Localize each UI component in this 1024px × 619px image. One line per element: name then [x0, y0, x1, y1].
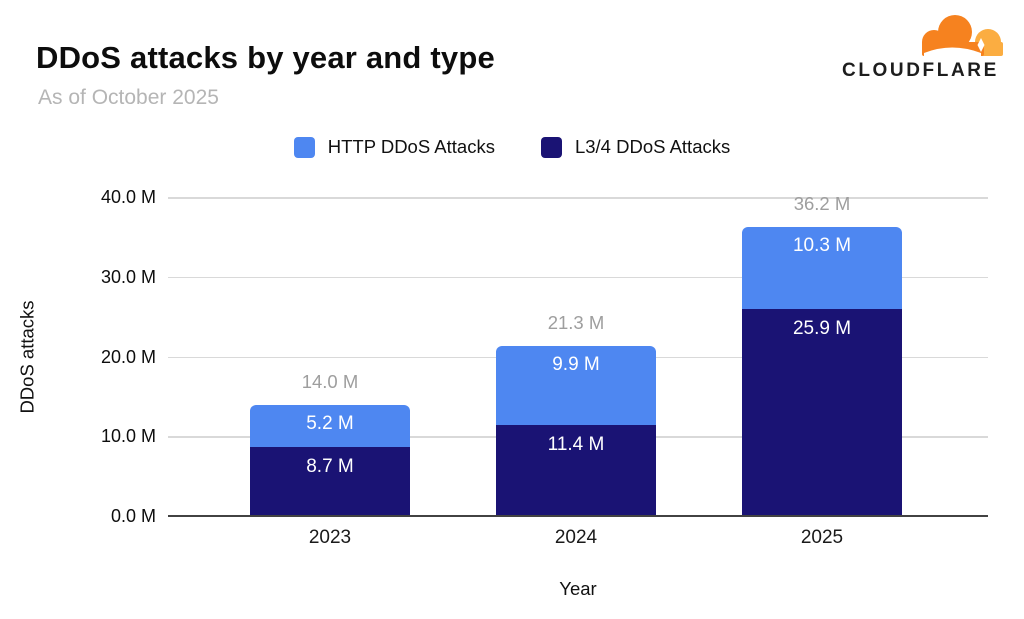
legend-swatch-http-icon — [293, 136, 315, 158]
bar-segment-value: 9.9 M — [552, 354, 600, 376]
y-tick-label: 40.0 M — [100, 187, 156, 207]
bar-segment-http-2025: 10.3 M — [742, 227, 902, 310]
bar-2025: 36.2 M 10.3 M 25.9 M — [742, 193, 902, 516]
bar-segment-value: 11.4 M — [547, 434, 605, 456]
bar-2023: 14.0 M 5.2 M 8.7 M — [250, 371, 410, 516]
legend-item-http-ddos: HTTP DDoS Attacks — [293, 136, 495, 158]
bar-segment-l34-2024: 11.4 M — [496, 425, 656, 516]
gridline-30m — [168, 276, 988, 279]
x-axis-title: Year — [559, 578, 597, 599]
legend-label-http: HTTP DDoS Attacks — [327, 136, 495, 157]
y-tick-label: 30.0 M — [100, 266, 156, 287]
x-tick-label-2023: 2023 — [308, 527, 352, 548]
y-tick-label: 20.0 M — [100, 346, 156, 367]
page-subtitle: As of October 2025 — [38, 86, 219, 109]
x-tick-label-2025: 2025 — [800, 527, 844, 548]
bar-total-label-2025: 36.2 M — [793, 193, 851, 215]
bar-segment-l34-2025: 25.9 M — [742, 309, 902, 516]
cloudflare-cloud-icon — [922, 15, 1003, 58]
bar-segment-value: 5.2 M — [306, 413, 354, 435]
bar-segment-http-2024: 9.9 M — [496, 346, 656, 426]
y-tick-label: 10.0 M — [100, 426, 156, 447]
bar-2024: 21.3 M 9.9 M 11.4 M — [496, 312, 656, 516]
y-tick-label: 0.0 M — [110, 506, 156, 526]
bar-segment-value: 8.7 M — [306, 455, 354, 477]
bar-segment-value: 10.3 M — [792, 235, 852, 257]
plot-area: 40.0 M 30.0 M 20.0 M 10.0 M 0.0 M 14.0 M… — [101, 187, 988, 599]
bar-segment-value: 25.9 M — [792, 318, 852, 340]
legend-swatch-l34-icon — [540, 136, 562, 158]
page-title: DDoS attacks by year and type — [36, 40, 495, 75]
cloudflare-logo: CLOUDFLARE — [840, 12, 1010, 82]
chart-legend: HTTP DDoS Attacks L3/4 DDoS Attacks — [0, 136, 1024, 158]
y-axis-title: DDoS attacks — [17, 299, 39, 414]
cloudflare-wordmark: CLOUDFLARE — [842, 60, 999, 81]
bar-segment-http-2023: 5.2 M — [250, 405, 410, 447]
gridline-40m — [168, 197, 988, 199]
legend-label-l34: L3/4 DDoS Attacks — [574, 136, 731, 157]
bar-total-label-2023: 14.0 M — [301, 371, 359, 393]
x-axis-baseline — [168, 515, 988, 517]
x-tick-label-2024: 2024 — [554, 527, 598, 548]
bar-segment-l34-2023: 8.7 M — [250, 446, 410, 516]
bar-total-label-2024: 21.3 M — [547, 312, 605, 334]
legend-item-l34-ddos: L3/4 DDoS Attacks — [540, 136, 731, 158]
